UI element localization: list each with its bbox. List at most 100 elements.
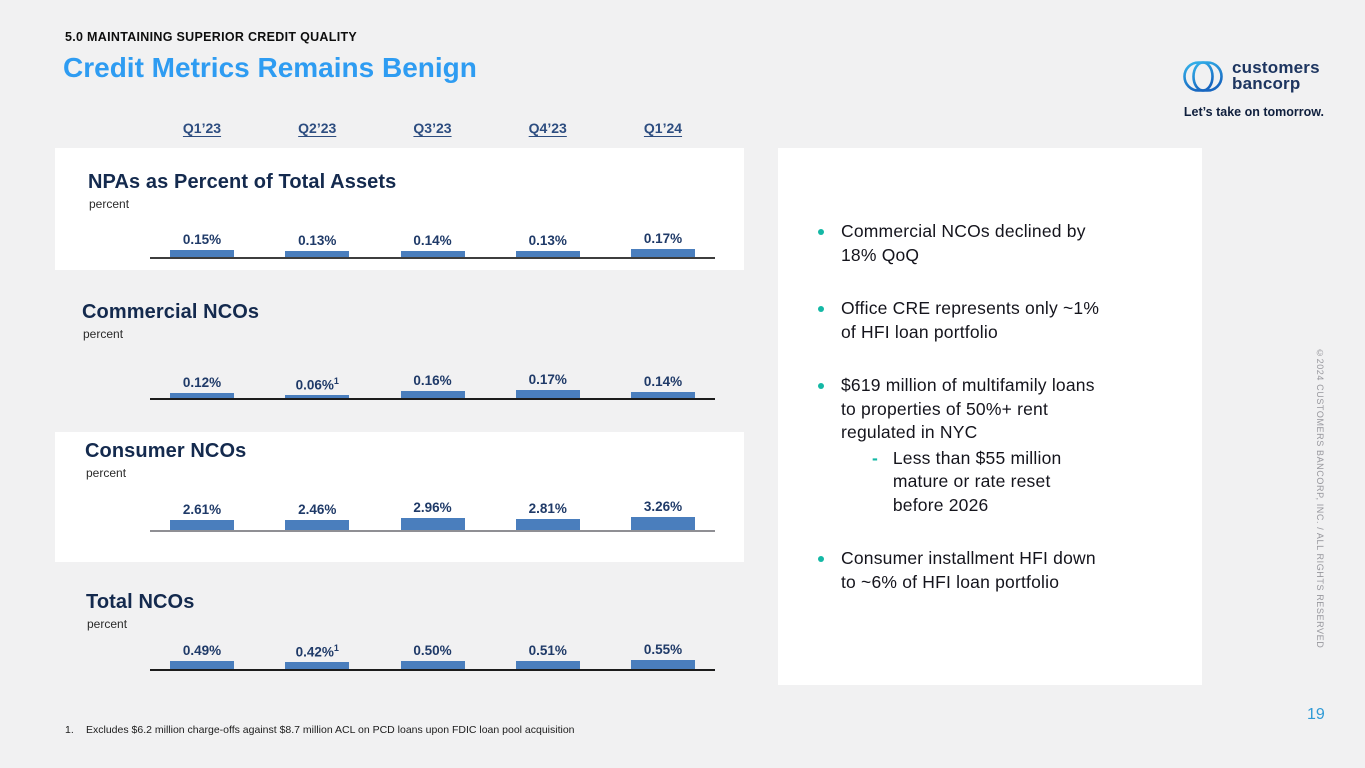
bullet-item-3: $619 million of multifamily loans to prop… bbox=[818, 374, 1099, 517]
bar-total-ncos-Q1’23 bbox=[170, 661, 234, 669]
chart-title-npas-percent-of-total-assets: NPAs as Percent of Total Assets bbox=[88, 171, 397, 193]
bullet-dot-icon bbox=[818, 383, 824, 389]
chart-unit-label-total-ncos: percent bbox=[87, 617, 128, 631]
bar-consumer-ncos-Q4’23 bbox=[515, 519, 580, 530]
bullet-dot-icon bbox=[818, 556, 824, 562]
footnote: 1. Excludes $6.2 million charge-offs aga… bbox=[65, 724, 575, 736]
bar-consumer-ncos-Q2’23 bbox=[285, 520, 350, 530]
bullet-content: Commercial NCOs declined by 18% QoQ bbox=[841, 220, 1086, 267]
footnote-ref: 1 bbox=[333, 375, 339, 386]
chart-column-Q1’23: 2.61% bbox=[150, 502, 254, 530]
chart-column-Q3’23: 2.96% bbox=[381, 500, 485, 530]
quarter-header-4[interactable]: Q4’23 bbox=[528, 120, 567, 136]
bar-value-label: 3.26% bbox=[643, 499, 683, 514]
bullet-content: Office CRE represents only ~1% of HFI loa… bbox=[841, 297, 1099, 344]
chart-npas-percent-of-total-assets: 0.15% 0.13% 0.14% 0.13% 0.17% bbox=[150, 209, 715, 259]
bar-commercial-ncos-Q1’23 bbox=[170, 393, 234, 398]
brand-logo: customers bancorp bbox=[1183, 58, 1320, 93]
bar-total-ncos-Q3’23 bbox=[400, 661, 465, 669]
chart-column-Q3’23: 0.16% bbox=[381, 373, 485, 398]
bar-npas-percent-of-total-assets-Q1’24 bbox=[631, 249, 695, 257]
chart-unit-label-commercial-ncos: percent bbox=[83, 327, 124, 341]
sub-bullet-item-1: - Less than $55 million mature or rate res… bbox=[872, 447, 1095, 518]
bullet-text: Consumer installment HFI down to ~6% of H… bbox=[841, 548, 1096, 592]
quarter-header-1[interactable]: Q1’23 bbox=[182, 120, 222, 136]
bar-commercial-ncos-Q1’24 bbox=[631, 392, 695, 398]
chart-column-Q4’23: 2.81% bbox=[496, 501, 600, 530]
brand-tagline: Let’s take on tomorrow. bbox=[1183, 105, 1324, 119]
quarter-header-row: Q1’23 Q2’23 Q3’23 Q4’23 Q1’24 bbox=[150, 120, 715, 136]
page-number: 19 bbox=[1307, 706, 1325, 723]
chart-commercial-ncos: 0.12% 0.06%1 0.16% 0.17% 0.14% bbox=[150, 350, 715, 400]
quarter-header-3[interactable]: Q3’23 bbox=[413, 120, 452, 136]
footnote-ref: 1 bbox=[333, 642, 339, 653]
slide-title: Credit Metrics Remains Benign bbox=[63, 52, 477, 83]
chart-card-consumer-ncos bbox=[55, 432, 744, 562]
bar-consumer-ncos-Q1’23 bbox=[170, 520, 234, 530]
bar-total-ncos-Q2’23 bbox=[285, 662, 350, 669]
section-eyebrow: 5.0 MAINTAINING SUPERIOR CREDIT QUALITY bbox=[65, 30, 358, 44]
quarter-header-2[interactable]: Q2’23 bbox=[298, 120, 337, 136]
bullet-dot-icon bbox=[818, 306, 824, 312]
bar-value-label: 0.51% bbox=[528, 643, 567, 658]
chart-column-Q2’23: 0.13% bbox=[265, 233, 369, 257]
bar-value-label: 0.13% bbox=[298, 233, 337, 248]
bar-npas-percent-of-total-assets-Q3’23 bbox=[400, 251, 465, 257]
bar-value-label: 0.55% bbox=[643, 642, 683, 657]
commentary-panel: Commercial NCOs declined by 18% QoQ Office… bbox=[778, 148, 1202, 685]
brand-wordmark: customers bancorp bbox=[1232, 58, 1320, 93]
quarter-header-5[interactable]: Q1’24 bbox=[643, 120, 683, 136]
chart-column-Q2’23: 0.06%1 bbox=[265, 375, 369, 398]
bar-npas-percent-of-total-assets-Q4’23 bbox=[515, 251, 580, 257]
bar-value-label: 0.49% bbox=[182, 643, 222, 658]
bullet-content: $619 million of multifamily loans to prop… bbox=[841, 374, 1095, 517]
bar-value-label: 0.50% bbox=[413, 643, 452, 658]
chart-column-Q4’23: 0.13% bbox=[496, 233, 600, 257]
chart-column-Q1’24: 0.17% bbox=[611, 231, 715, 257]
bar-npas-percent-of-total-assets-Q2’23 bbox=[285, 251, 350, 257]
chart-column-Q4’23: 0.51% bbox=[496, 643, 600, 669]
bar-value-label: 2.96% bbox=[413, 500, 452, 515]
bar-commercial-ncos-Q4’23 bbox=[515, 390, 580, 398]
chart-title-total-ncos: Total NCOs bbox=[86, 591, 195, 613]
bar-value-label: 2.46% bbox=[298, 502, 337, 517]
chart-column-Q1’24: 3.26% bbox=[611, 499, 715, 530]
chart-column-Q1’23: 0.12% bbox=[150, 375, 254, 398]
bar-value-label: 0.14% bbox=[413, 233, 452, 248]
chart-column-Q3’23: 0.50% bbox=[381, 643, 485, 669]
chart-column-Q2’23: 2.46% bbox=[265, 502, 369, 530]
chart-title-commercial-ncos: Commercial NCOs bbox=[82, 301, 260, 323]
bar-value-label: 0.12% bbox=[182, 375, 222, 390]
chart-column-Q1’23: 0.15% bbox=[150, 232, 254, 257]
footnote-text: Excludes $6.2 million charge-offs agains… bbox=[86, 724, 575, 736]
bar-total-ncos-Q4’23 bbox=[515, 661, 580, 669]
bar-commercial-ncos-Q2’23 bbox=[285, 395, 350, 398]
bar-total-ncos-Q1’24 bbox=[631, 660, 695, 669]
bullet-item-1: Commercial NCOs declined by 18% QoQ bbox=[818, 220, 1099, 267]
bar-value-label: 2.61% bbox=[182, 502, 222, 517]
bullet-text: $619 million of multifamily loans to prop… bbox=[841, 375, 1095, 442]
bar-consumer-ncos-Q3’23 bbox=[400, 518, 465, 530]
bar-value-label: 0.17% bbox=[528, 372, 567, 387]
bar-value-label: 0.42%1 bbox=[295, 642, 339, 660]
bar-value-label: 0.16% bbox=[413, 373, 452, 388]
bar-commercial-ncos-Q3’23 bbox=[400, 391, 465, 398]
bar-value-label: 0.17% bbox=[643, 231, 683, 246]
commentary-bullet-list: Commercial NCOs declined by 18% QoQ Office… bbox=[818, 220, 1099, 624]
chart-card-npas-percent-of-total-assets bbox=[55, 148, 744, 270]
chart-title-consumer-ncos: Consumer NCOs bbox=[85, 440, 247, 462]
footnote-marker: 1. bbox=[65, 724, 74, 736]
chart-total-ncos: 0.49% 0.42%1 0.50% 0.51% 0.55% bbox=[150, 621, 715, 671]
bullet-dot-icon bbox=[818, 229, 824, 235]
bullet-item-4: Consumer installment HFI down to ~6% of H… bbox=[818, 547, 1099, 594]
bullet-text: Commercial NCOs declined by 18% QoQ bbox=[841, 221, 1086, 265]
chart-column-Q4’23: 0.17% bbox=[496, 372, 600, 398]
chart-column-Q2’23: 0.42%1 bbox=[265, 642, 369, 669]
bar-value-label: 2.81% bbox=[528, 501, 567, 516]
customers-bancorp-logo-icon bbox=[1183, 60, 1223, 92]
chart-unit-label-consumer-ncos: percent bbox=[86, 466, 127, 480]
bullet-content: Consumer installment HFI down to ~6% of H… bbox=[841, 547, 1096, 594]
bar-value-label: 0.06%1 bbox=[295, 375, 339, 393]
chart-column-Q1’23: 0.49% bbox=[150, 643, 254, 669]
